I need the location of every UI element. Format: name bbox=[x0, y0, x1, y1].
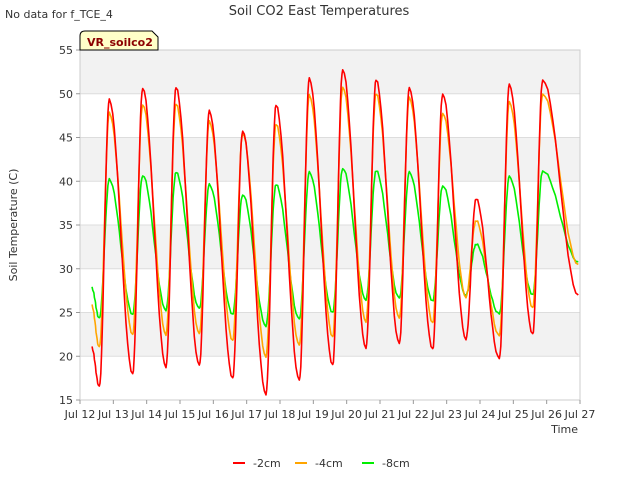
series-line bbox=[91, 167, 579, 328]
station-label: VR_soilco2 bbox=[87, 36, 153, 49]
x-tick-label: Jul 24 bbox=[464, 408, 496, 421]
x-tick-label: Jul 17 bbox=[230, 408, 262, 421]
legend-label: -8cm bbox=[382, 457, 410, 470]
x-tick-label: Jul 27 bbox=[564, 408, 596, 421]
y-tick-label: 20 bbox=[59, 350, 73, 363]
legend-item: -4cm bbox=[295, 457, 343, 470]
x-axis-ticks: Jul 12 Jul 13 Jul 14 Jul 15 Jul 16 Jul 17 Jul … bbox=[64, 400, 596, 421]
y-band bbox=[80, 225, 580, 269]
x-tick-label: Jul 18 bbox=[264, 408, 296, 421]
y-tick-label: 45 bbox=[59, 132, 73, 145]
x-tick-label: Jul 25 bbox=[497, 408, 529, 421]
y-band bbox=[80, 137, 580, 182]
y-band bbox=[80, 50, 580, 94]
y-axis-ticks: 15 20 25 30 35 40 45 50 55 bbox=[59, 44, 80, 407]
legend-label: -2cm bbox=[253, 457, 281, 470]
legend-item: -2cm bbox=[233, 457, 281, 470]
x-tick-label: Jul 14 bbox=[130, 408, 162, 421]
plot-bands bbox=[80, 50, 580, 357]
x-tick-label: Jul 13 bbox=[97, 408, 129, 421]
y-tick-label: 40 bbox=[59, 175, 73, 188]
x-tick-label: Jul 26 bbox=[530, 408, 562, 421]
chart-title: Soil CO2 East Temperatures bbox=[229, 4, 410, 19]
series-line bbox=[91, 69, 579, 396]
x-tick-label: Jul 19 bbox=[297, 408, 329, 421]
series-lines bbox=[91, 69, 579, 396]
y-tick-label: 50 bbox=[59, 88, 73, 101]
x-tick-label: Jul 12 bbox=[64, 408, 96, 421]
x-tick-label: Jul 22 bbox=[397, 408, 429, 421]
x-tick-label: Jul 21 bbox=[364, 408, 396, 421]
legend-label: -4cm bbox=[315, 457, 343, 470]
x-tick-label: Jul 15 bbox=[164, 408, 196, 421]
y-tick-label: 35 bbox=[59, 219, 73, 232]
y-tick-label: 30 bbox=[59, 263, 73, 276]
station-label-box: VR_soilco2 bbox=[79, 30, 159, 51]
no-data-note: No data for f_TCE_4 bbox=[5, 8, 113, 21]
y-tick-label: 25 bbox=[59, 307, 73, 320]
y-axis-label: Soil Temperature (C) bbox=[7, 169, 20, 282]
x-tick-label: Jul 23 bbox=[430, 408, 462, 421]
x-tick-label: Jul 16 bbox=[197, 408, 229, 421]
legend-item: -8cm bbox=[362, 457, 410, 470]
legend: -2cm -4cm -8cm bbox=[233, 457, 410, 470]
y-tick-label: 15 bbox=[59, 394, 73, 407]
x-axis-label: Time bbox=[550, 423, 578, 436]
y-tick-label: 55 bbox=[59, 44, 73, 57]
x-tick-label: Jul 20 bbox=[330, 408, 362, 421]
